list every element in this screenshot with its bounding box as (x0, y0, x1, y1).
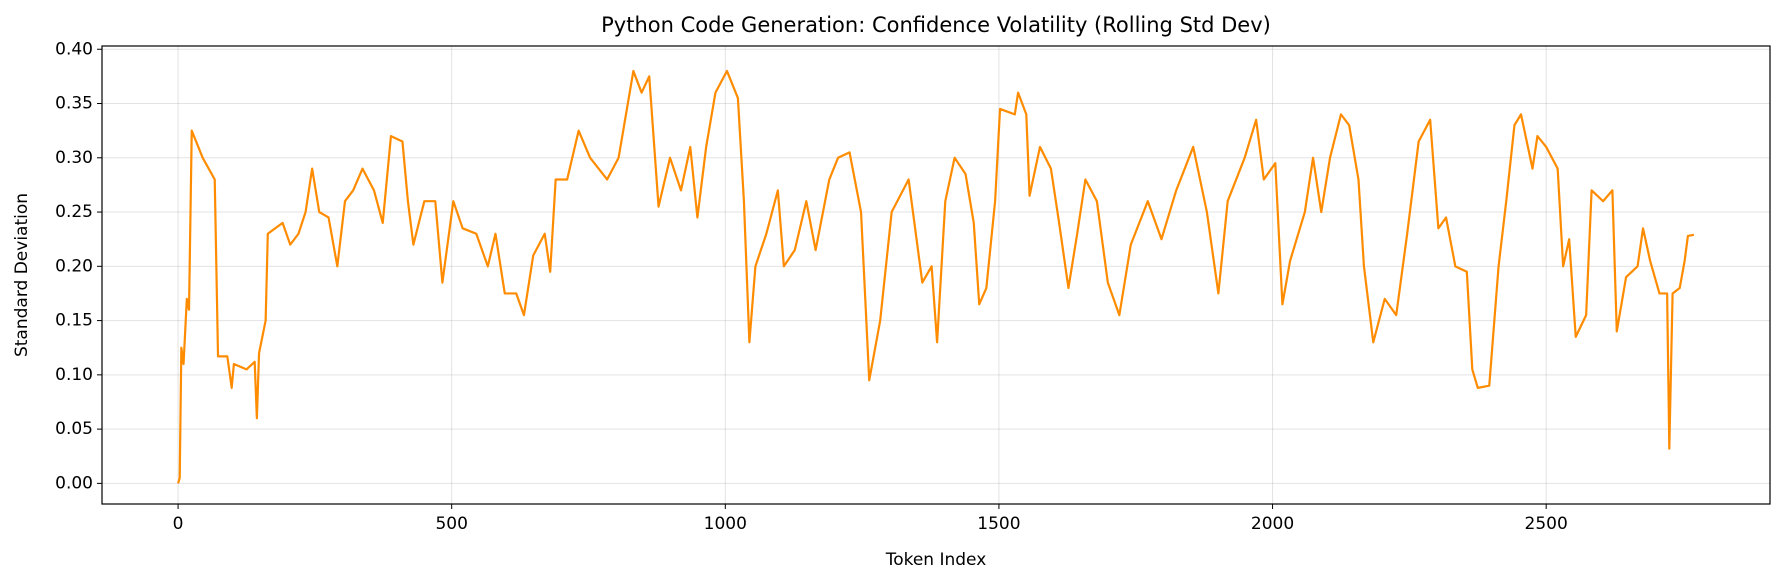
y-tick-label: 0.20 (55, 256, 93, 276)
x-tick-label: 1500 (977, 514, 1020, 534)
x-axis-label: Token Index (885, 550, 987, 570)
data-line (177, 69, 1695, 484)
x-tick-label: 2000 (1251, 514, 1294, 534)
x-tick-label: 500 (435, 514, 467, 534)
y-tick-label: 0.15 (55, 311, 93, 331)
y-tick-label: 0.25 (55, 202, 93, 222)
chart-title: Python Code Generation: Confidence Volat… (601, 13, 1271, 37)
y-tick-label: 0.05 (55, 419, 93, 439)
plot-frame (101, 45, 1771, 505)
y-tick-label: 0.40 (55, 39, 93, 59)
x-tick-label: 1000 (704, 514, 747, 534)
x-tick-label: 2500 (1525, 514, 1568, 534)
x-tick-label: 0 (173, 514, 184, 534)
y-tick-label: 0.35 (55, 94, 93, 114)
y-tick-label: 0.30 (55, 148, 93, 168)
y-axis-label: Standard Deviation (12, 193, 32, 357)
y-tick-label: 0.00 (55, 473, 93, 493)
y-tick-label: 0.10 (55, 365, 93, 385)
